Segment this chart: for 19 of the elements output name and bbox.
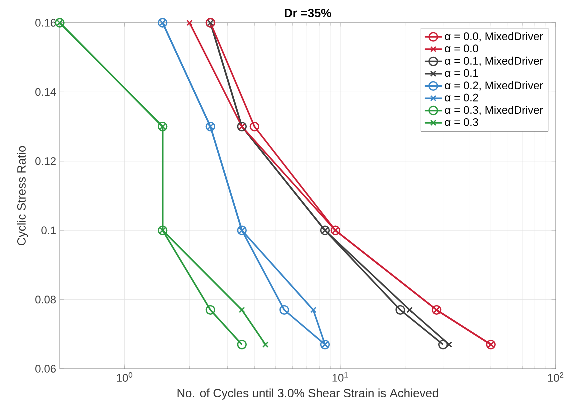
x-axis-title: No. of Cycles until 3.0% Shear Strain is Achieved [178, 388, 438, 400]
legend-label: α = 0.3 [445, 118, 478, 126]
x-tick-label: 10$^{2}$ [548, 372, 564, 382]
y-tick-label: 0.08 [36, 296, 56, 304]
y-tick-label: 0.1 [42, 226, 56, 234]
legend-label: α = 0.3, MixedDriver [445, 106, 544, 116]
legend-label: α = 0.2 [445, 94, 478, 102]
legend-label: α = 0.1 [445, 69, 478, 78]
chart-title: Dr =35% [285, 9, 332, 18]
y-axis-title: Cyclic Stress Ratio [17, 146, 28, 246]
y-tick-label: 0.14 [36, 88, 56, 96]
legend-label: α = 0.2, MixedDriver [445, 81, 544, 91]
y-tick-label: 0.06 [36, 365, 56, 373]
legend-label: α = 0.1, MixedDriver [445, 56, 544, 66]
x-tick-label: 10$^{0}$ [117, 372, 133, 382]
x-tick-label: 10$^{1}$ [332, 372, 348, 382]
y-tick-label: 0.12 [36, 158, 56, 166]
legend-label: α = 0.0, MixedDriver [445, 32, 544, 42]
legend-label: α = 0.0 [445, 44, 478, 53]
